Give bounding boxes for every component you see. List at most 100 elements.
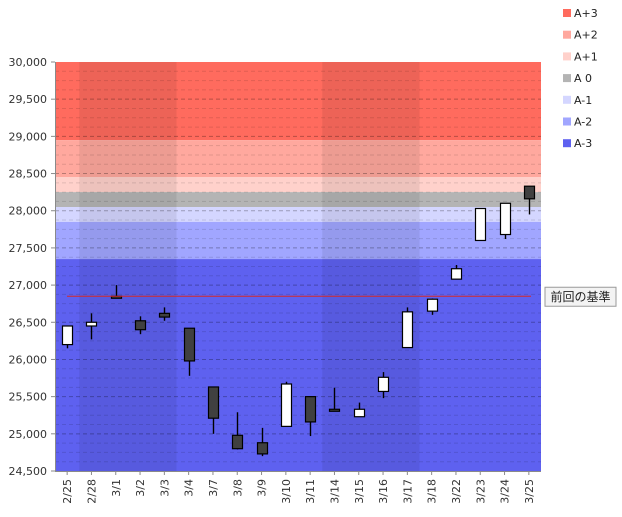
candle-3/3: [158, 307, 171, 321]
y-tick-label: 25,500: [9, 391, 48, 404]
x-tick-label: 3/1: [110, 479, 123, 497]
candle-body: [256, 442, 269, 455]
x-tick-label: 3/18: [426, 479, 439, 504]
legend-label: A+1: [574, 50, 598, 63]
y-tick-label: 26,000: [9, 353, 48, 366]
x-tick-label: 3/15: [353, 479, 366, 504]
candle-3/7: [207, 386, 220, 434]
candle-body: [353, 408, 366, 418]
band-5: [55, 221, 541, 260]
y-tick-label: 28,000: [9, 205, 48, 218]
candle-body: [183, 327, 196, 362]
column-shade-0: [79, 62, 177, 471]
band-3: [55, 192, 541, 208]
x-tick-label: 3/24: [499, 479, 512, 504]
legend-item-3: A 0: [563, 72, 592, 85]
x-tick-label: 3/10: [280, 479, 293, 504]
candle-body: [158, 312, 171, 318]
legend-swatch: [563, 117, 571, 126]
legend-label: A-2: [574, 116, 592, 129]
candle-body: [280, 383, 293, 427]
reference-label: 前回の基準: [550, 289, 610, 304]
candle-3/10: [280, 381, 293, 427]
y-tick-label: 29,000: [9, 130, 48, 143]
y-tick-label: 24,500: [9, 465, 48, 478]
x-tick-label: 3/8: [231, 479, 244, 497]
x-tick-label: 3/9: [256, 479, 269, 497]
candle-3/24: [499, 202, 512, 239]
candle-3/23: [474, 207, 487, 242]
candle-3/17: [401, 307, 414, 349]
column-shade-1: [322, 62, 420, 471]
legend-swatch: [563, 95, 571, 104]
candle-body: [85, 321, 98, 327]
candle-3/16: [377, 372, 390, 399]
legend-item-6: A-3: [563, 137, 592, 150]
legend-item-4: A-1: [563, 94, 592, 107]
candle-body: [499, 202, 512, 236]
candle-body: [450, 268, 463, 280]
reference-label-box: [544, 286, 617, 307]
legend-label: A+2: [574, 29, 598, 42]
x-tick-label: 3/14: [328, 479, 341, 504]
band-0: [55, 62, 541, 141]
legend-swatch: [563, 30, 571, 39]
candle-3/2: [134, 316, 147, 335]
x-tick-label: 3/3: [158, 479, 171, 497]
x-tick-label: 3/4: [183, 479, 196, 497]
y-tick-label: 28,500: [9, 168, 48, 181]
candle-3/9: [256, 427, 269, 457]
y-tick-label: 29,500: [9, 93, 48, 106]
legend-label: A-3: [574, 137, 592, 150]
y-tick-label: 26,500: [9, 316, 48, 329]
candle-body: [426, 298, 439, 312]
x-tick-label: 2/25: [61, 479, 74, 504]
candle-3/22: [450, 265, 463, 280]
candle-body: [474, 207, 487, 242]
legend-swatch: [563, 74, 571, 83]
legend-label: A-1: [574, 94, 592, 107]
candle-3/18: [426, 298, 439, 315]
legend-item-5: A-2: [563, 116, 592, 129]
legend-item-2: A+1: [563, 50, 598, 63]
x-tick-label: 3/11: [304, 479, 317, 504]
x-tick-label: 3/17: [401, 479, 414, 504]
candle-body: [304, 396, 317, 423]
x-tick-label: 3/23: [474, 479, 487, 504]
legend-swatch: [563, 139, 571, 148]
x-tick-label: 3/22: [450, 479, 463, 504]
legend-item-0: A+3: [563, 7, 598, 20]
candle-body: [401, 311, 414, 349]
candle-3/8: [231, 412, 244, 450]
legend-item-1: A+2: [563, 29, 598, 42]
band-4: [55, 207, 541, 222]
candle-3/4: [183, 327, 196, 376]
candle-2/28: [85, 313, 98, 340]
y-tick-label: 27,500: [9, 242, 48, 255]
band-6: [55, 259, 541, 471]
y-tick-label: 25,000: [9, 428, 48, 441]
candle-body: [377, 376, 390, 393]
band-1: [55, 140, 541, 178]
x-tick-label: 2/28: [85, 479, 98, 504]
candle-body: [134, 320, 147, 331]
candle-3/15: [353, 402, 366, 418]
legend-label: A+3: [574, 7, 598, 20]
y-tick-label: 30,000: [9, 56, 48, 69]
candle-body: [207, 386, 220, 419]
candle-3/14: [328, 387, 341, 412]
band-2: [55, 177, 541, 193]
x-tick-label: 3/7: [207, 479, 220, 497]
candle-body: [231, 434, 244, 450]
y-tick-label: 27,000: [9, 279, 48, 292]
legend-swatch: [563, 9, 571, 17]
x-tick-label: 3/2: [134, 479, 147, 497]
candle-3/11: [304, 396, 317, 437]
candle-2/25: [61, 325, 74, 349]
x-tick-label: 3/16: [377, 479, 390, 504]
candle-body: [523, 185, 536, 200]
x-tick-label: 3/25: [523, 479, 536, 504]
legend-swatch: [563, 52, 571, 61]
